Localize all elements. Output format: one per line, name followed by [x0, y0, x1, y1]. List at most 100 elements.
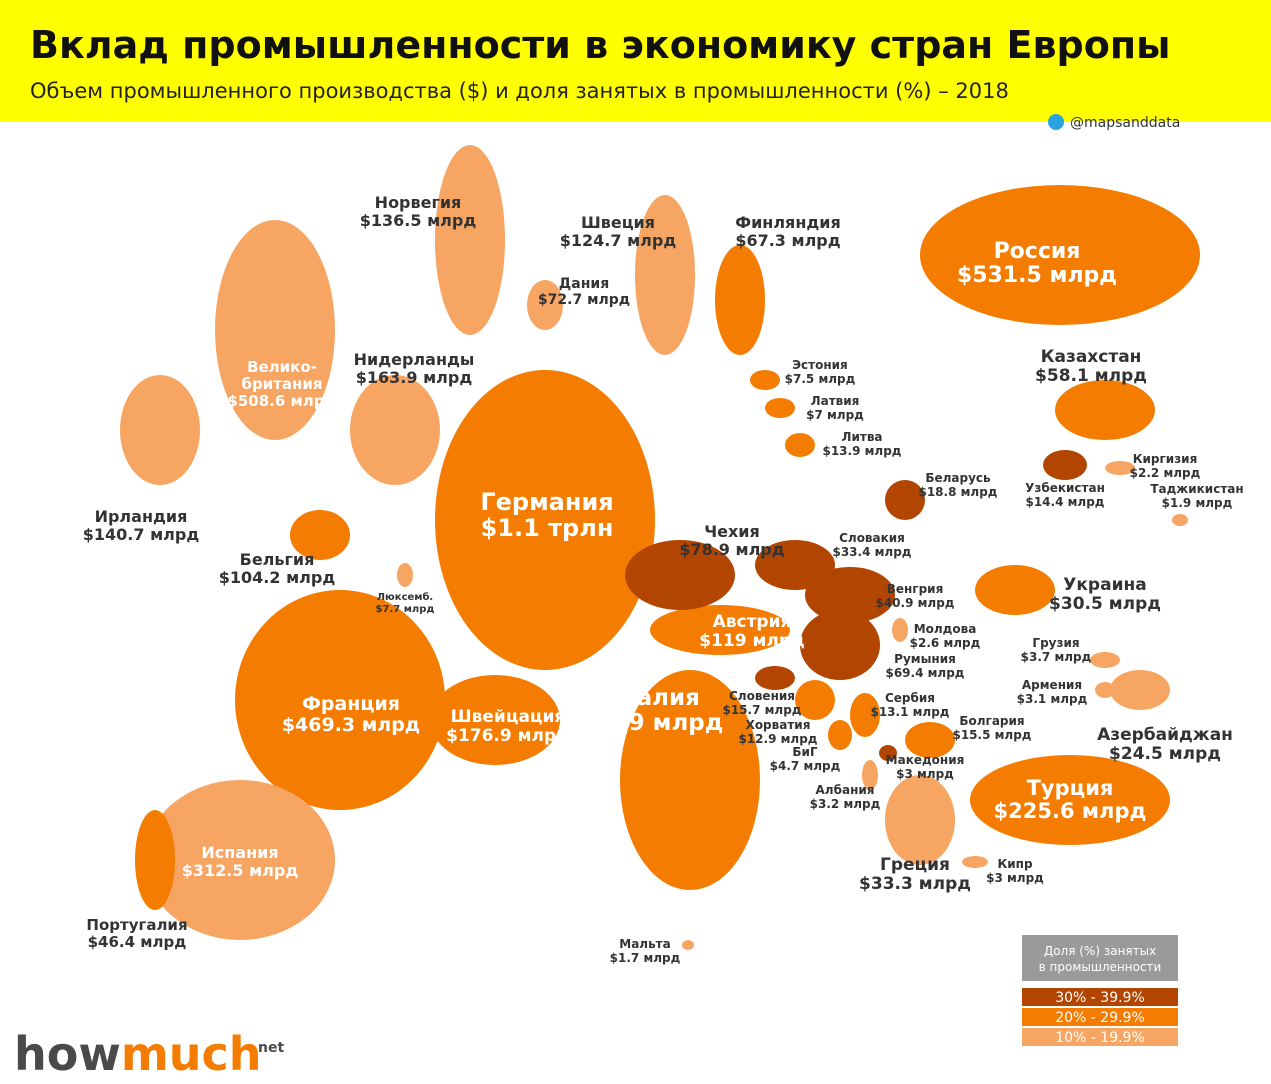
country-value: $2.6 млрд — [910, 636, 981, 650]
country-shape — [1090, 652, 1120, 668]
country-name: Россия — [994, 239, 1081, 264]
country-name: Болгария — [959, 714, 1024, 728]
country-name: Бельгия — [240, 550, 315, 569]
legend-label: 10% - 19.9% — [1055, 1030, 1145, 1046]
country-shape — [885, 775, 955, 865]
country-shape — [430, 675, 560, 765]
logo: howmuch — [14, 1027, 262, 1080]
country-name: БиГ — [792, 745, 818, 759]
country-name: Македония — [886, 753, 965, 767]
country-shape — [715, 245, 765, 355]
country-name: Венгрия — [887, 582, 944, 596]
country-value: $33.3 млрд — [859, 874, 971, 894]
country-value: $7.5 млрд — [785, 372, 856, 386]
country-name: Кипр — [997, 857, 1033, 871]
country-shape — [970, 755, 1170, 845]
legend-label: 20% - 29.9% — [1055, 1010, 1145, 1026]
legend-title: Доля (%) занятых в промышленности — [1039, 944, 1162, 974]
country-value: $469.3 млрд — [282, 714, 420, 736]
country-name: Германия — [480, 488, 613, 516]
country-value: $13.1 млрд — [870, 705, 949, 719]
country-value: $3.1 млрд — [1017, 692, 1088, 706]
country-shape — [620, 670, 760, 890]
country-value: $30.5 млрд — [1049, 594, 1161, 614]
country-name: Велико- — [247, 358, 317, 376]
country-value: $3 млрд — [986, 871, 1044, 885]
legend-label: 30% - 39.9% — [1055, 990, 1145, 1006]
country-shape — [682, 940, 694, 950]
country-shape — [795, 680, 835, 720]
country-name: Франция — [302, 693, 400, 715]
country-value: $531.5 млрд — [957, 263, 1117, 288]
country-value: $136.5 млрд — [360, 211, 477, 230]
legend-title-box — [1022, 935, 1178, 981]
country-value: $18.8 млрд — [918, 485, 997, 499]
country-shape — [135, 810, 175, 910]
country-value: $140.7 млрд — [83, 525, 200, 544]
country-shape — [1172, 514, 1188, 526]
country-value: $78.9 млрд — [679, 540, 784, 559]
country-value: $124.7 млрд — [560, 231, 677, 250]
country-shape — [397, 563, 413, 587]
country-name: Испания — [201, 843, 278, 862]
country-value: $15.5 млрд — [952, 728, 1031, 742]
country-name: Греция — [880, 855, 950, 875]
country-shape — [905, 722, 955, 758]
country-value: $225.6 млрд — [994, 799, 1147, 823]
title: Вклад промышленности в экономику стран Е… — [30, 23, 1170, 67]
country-name: британия — [241, 375, 322, 393]
country-name: Казахстан — [1041, 347, 1142, 367]
country-value: $3.7 млрд — [1021, 650, 1092, 664]
country-shape — [850, 693, 880, 737]
country-shape — [1055, 380, 1155, 440]
country-name: Сербия — [885, 691, 935, 705]
country-name: Словакия — [839, 531, 905, 545]
country-name: Киргизия — [1133, 452, 1198, 466]
country-value: $67.3 млрд — [735, 231, 840, 250]
country-shape — [765, 398, 795, 418]
country-shape — [215, 220, 335, 440]
country-shape — [962, 856, 988, 868]
country-name: Мальта — [619, 937, 670, 951]
country-value: $24.5 млрд — [1109, 744, 1221, 764]
country-shape — [828, 720, 852, 750]
country-value: $3.2 млрд — [810, 797, 881, 811]
country-value: $104.2 млрд — [219, 568, 336, 587]
source: @mapsanddata — [1070, 115, 1180, 131]
country-name: Австрия — [713, 612, 792, 632]
country-name: Украина — [1063, 575, 1146, 595]
country-value: $58.1 млрд — [1035, 366, 1147, 386]
country-name: Литва — [841, 430, 882, 444]
logo-suffix: net — [258, 1040, 284, 1056]
legend-swatch — [1022, 1028, 1178, 1046]
country-shape — [625, 540, 735, 610]
country-shape — [975, 565, 1055, 615]
country-value: $40.9 млрд — [875, 596, 954, 610]
country-value: $7 млрд — [806, 408, 864, 422]
country-shape — [892, 618, 908, 642]
country-name: Узбекистан — [1025, 481, 1105, 495]
country-name: Албания — [816, 783, 875, 797]
country-name: Швейцация — [451, 707, 566, 727]
country-name: Словения — [729, 689, 795, 703]
country-value: $163.9 млрд — [356, 368, 473, 387]
country-shape — [1043, 450, 1087, 480]
country-shape — [145, 780, 335, 940]
country-name: Таджикистан — [1150, 482, 1243, 496]
country-value: $15.7 млрд — [722, 703, 801, 717]
country-name: Финляндия — [735, 213, 841, 232]
country-shape — [527, 280, 563, 330]
legend-swatch — [1022, 988, 1178, 1006]
country-value: $1.7 млрд — [610, 951, 681, 965]
country-name: Хорватия — [746, 718, 811, 732]
country-shape — [1110, 670, 1170, 710]
country-shape — [805, 567, 895, 623]
header-band — [0, 0, 1271, 122]
country-name: Португалия — [86, 916, 187, 934]
country-value: $176.9 млрд — [446, 726, 570, 746]
country-value: $46.4 млрд — [88, 933, 187, 951]
country-name: Италия — [604, 685, 700, 711]
country-name: Армения — [1022, 678, 1082, 692]
country-name: Беларусь — [925, 471, 991, 485]
